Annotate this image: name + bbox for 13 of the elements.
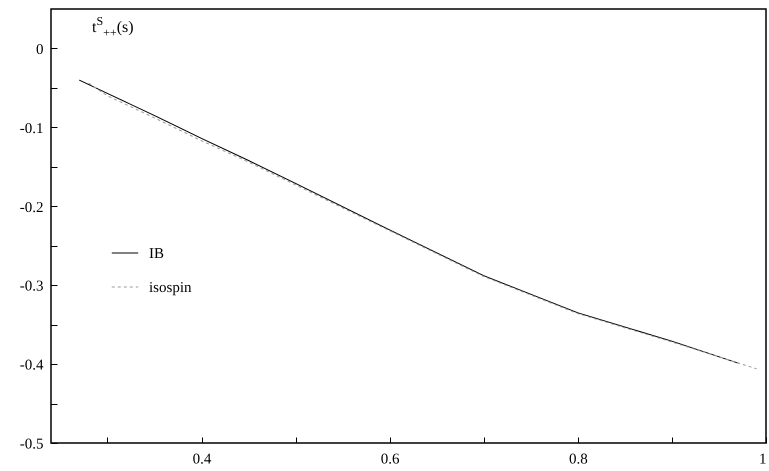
y-tick-label: -0.3 <box>20 278 44 295</box>
legend-label: IB <box>149 246 164 262</box>
y-tick-label: -0.5 <box>20 436 44 452</box>
y-tick-label: -0.2 <box>20 200 44 216</box>
x-tick-label: 0.4 <box>192 452 212 468</box>
y-tick-label: 0 <box>36 42 44 58</box>
x-tick-label: 1 <box>759 452 766 468</box>
y-tick-label: -0.1 <box>20 120 44 137</box>
legend-label: isospin <box>149 280 192 296</box>
x-tick-label: 0.6 <box>380 452 400 468</box>
x-tick-label: 0.8 <box>568 452 588 468</box>
y-tick-label: -0.4 <box>20 358 44 374</box>
y-axis-title: t$^{S}$$_{++}$(s) <box>92 14 134 40</box>
